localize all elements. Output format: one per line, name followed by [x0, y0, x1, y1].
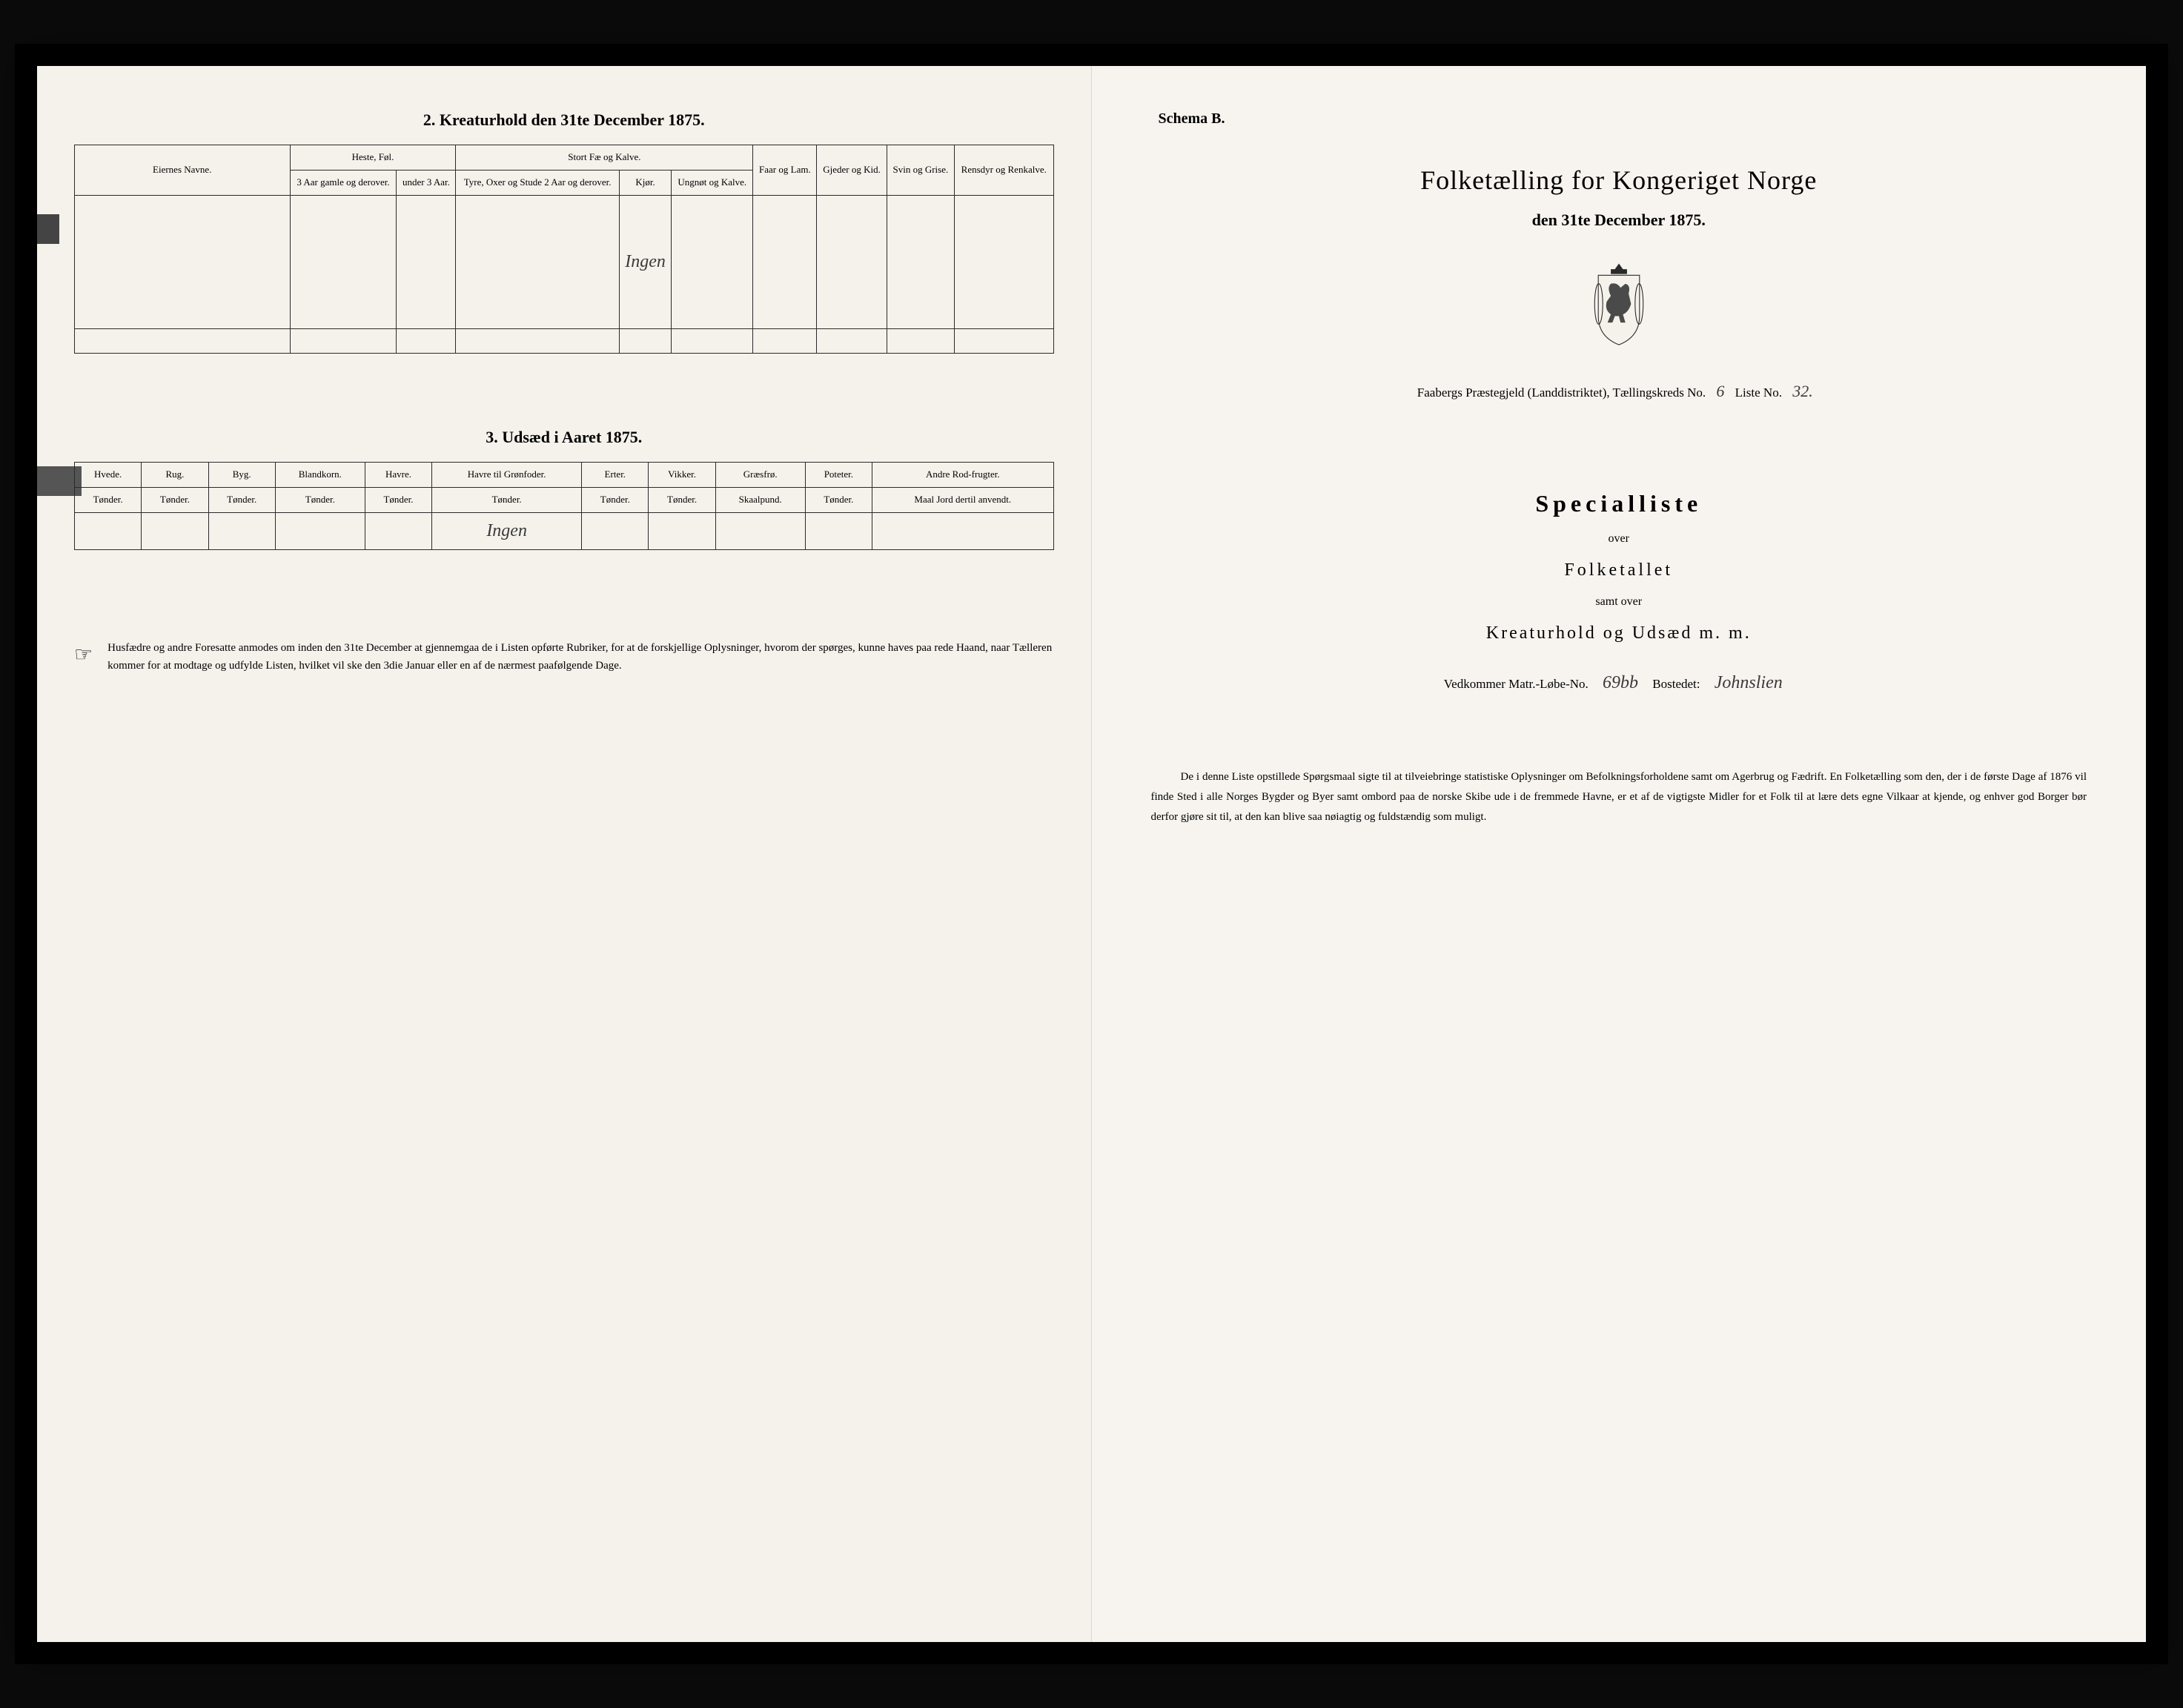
th-vikker: Vikker.: [649, 463, 715, 488]
cell: [456, 329, 619, 354]
th-graesfro: Græsfrø.: [715, 463, 805, 488]
right-page: Schema B. Folketælling for Kongeriget No…: [1092, 66, 2147, 1641]
samt-over-text: samt over: [1129, 595, 2110, 609]
cell: [142, 512, 208, 549]
th-unit: Tønder.: [142, 488, 208, 513]
section3-title: 3. Udsæd i Aaret 1875.: [74, 428, 1054, 447]
cell: [290, 196, 397, 329]
th-heste-sub1: 3 Aar gamle og derover.: [290, 171, 397, 196]
udsaed-table: Hvede. Rug. Byg. Blandkorn. Havre. Havre…: [74, 462, 1054, 550]
cell: [582, 512, 649, 549]
schema-label: Schema B.: [1159, 110, 2110, 128]
district-prefix: Faabergs Præstegjeld (Landdistriktet), T…: [1417, 385, 1706, 400]
handwritten-ingen: Ingen: [432, 512, 582, 549]
th-faar: Faar og Lam.: [753, 145, 817, 196]
over-text: over: [1129, 532, 2110, 546]
th-fae-sub3: Ungnøt og Kalve.: [672, 171, 753, 196]
th-unit: Tønder.: [365, 488, 431, 513]
liste-number: 32.: [1792, 382, 1813, 400]
footer-note-text: Husfædre og andre Foresatte anmodes om i…: [107, 639, 1053, 675]
bostedet-label: Bostedet:: [1652, 677, 1700, 691]
th-unit: Tønder.: [582, 488, 649, 513]
th-unit: Tønder.: [275, 488, 365, 513]
cell: [955, 196, 1053, 329]
pointing-hand-icon: ☞: [74, 639, 93, 672]
th-unit: Tønder.: [75, 488, 142, 513]
cell: [75, 196, 291, 329]
th-unit: Tønder.: [208, 488, 275, 513]
matr-prefix: Vedkommer Matr.-Løbe-No.: [1444, 677, 1589, 691]
cell: [887, 329, 954, 354]
left-page: 2. Kreaturhold den 31te December 1875. E…: [37, 66, 1092, 1641]
cell: [208, 512, 275, 549]
th-fae-sub1: Tyre, Oxer og Stude 2 Aar og derover.: [456, 171, 619, 196]
handwritten-ingen: Ingen: [619, 196, 671, 329]
th-stortfae: Stort Fæ og Kalve.: [456, 145, 753, 171]
th-havre: Havre.: [365, 463, 431, 488]
cell: [619, 329, 671, 354]
cell: [672, 196, 753, 329]
subtitle: den 31te December 1875.: [1129, 211, 2110, 230]
th-svin: Svin og Grise.: [887, 145, 954, 196]
kreaturhold-heading: Kreaturhold og Udsæd m. m.: [1129, 623, 2110, 643]
cell: [753, 329, 817, 354]
cell: [397, 329, 456, 354]
th-fae-sub2: Kjør.: [619, 171, 671, 196]
cell: [887, 196, 954, 329]
main-title: Folketælling for Kongeriget Norge: [1129, 165, 2110, 196]
specialliste-heading: Specialliste: [1129, 490, 2110, 517]
cell: [275, 512, 365, 549]
th-unit: Skaalpund.: [715, 488, 805, 513]
kreaturhold-table: Eiernes Navne. Heste, Føl. Stort Fæ og K…: [74, 145, 1054, 354]
th-byg: Byg.: [208, 463, 275, 488]
cell: [365, 512, 431, 549]
cell: [397, 196, 456, 329]
cell: [456, 196, 619, 329]
liste-label: Liste No.: [1735, 385, 1782, 400]
th-gjeder: Gjeder og Kid.: [817, 145, 887, 196]
cell: [715, 512, 805, 549]
th-hvede: Hvede.: [75, 463, 142, 488]
cell: [955, 329, 1053, 354]
document-frame: 2. Kreaturhold den 31te December 1875. E…: [15, 44, 2168, 1664]
cell: [753, 196, 817, 329]
th-eiernes: Eiernes Navne.: [75, 145, 291, 196]
cell: [75, 329, 291, 354]
section2-title: 2. Kreaturhold den 31te December 1875.: [74, 110, 1054, 130]
cell: [75, 512, 142, 549]
th-blandkorn: Blandkorn.: [275, 463, 365, 488]
th-heste: Heste, Føl.: [290, 145, 456, 171]
scanned-paper: 2. Kreaturhold den 31te December 1875. E…: [37, 66, 2146, 1641]
cell: [290, 329, 397, 354]
cell: [872, 512, 1053, 549]
coat-of-arms-icon: [1129, 259, 2110, 352]
th-unit: Tønder.: [432, 488, 582, 513]
th-heste-sub2: under 3 Aar.: [397, 171, 456, 196]
th-unit: Maal Jord dertil anvendt.: [872, 488, 1053, 513]
cell: [817, 196, 887, 329]
cell: [817, 329, 887, 354]
th-poteter: Poteter.: [805, 463, 872, 488]
matr-line: Vedkommer Matr.-Løbe-No. 69bb Bostedet: …: [1129, 673, 2110, 693]
th-unit: Tønder.: [805, 488, 872, 513]
purpose-text: De i denne Liste opstillede Spørgsmaal s…: [1129, 767, 2110, 827]
th-unit: Tønder.: [649, 488, 715, 513]
th-erter: Erter.: [582, 463, 649, 488]
th-havre-gron: Havre til Grønfoder.: [432, 463, 582, 488]
folketallet-heading: Folketallet: [1129, 560, 2110, 580]
cell: [805, 512, 872, 549]
kreds-number: 6: [1716, 382, 1724, 400]
th-andre: Andre Rod-frugter.: [872, 463, 1053, 488]
district-line: Faabergs Præstegjeld (Landdistriktet), T…: [1129, 382, 2110, 401]
bostedet-name: Johnslien: [1715, 673, 1783, 692]
matr-number: 69bb: [1603, 673, 1638, 692]
th-rug: Rug.: [142, 463, 208, 488]
cell: [649, 512, 715, 549]
cell: [672, 329, 753, 354]
footer-note: ☞ Husfædre og andre Foresatte anmodes om…: [74, 639, 1054, 675]
th-rensdyr: Rensdyr og Renkalve.: [955, 145, 1053, 196]
